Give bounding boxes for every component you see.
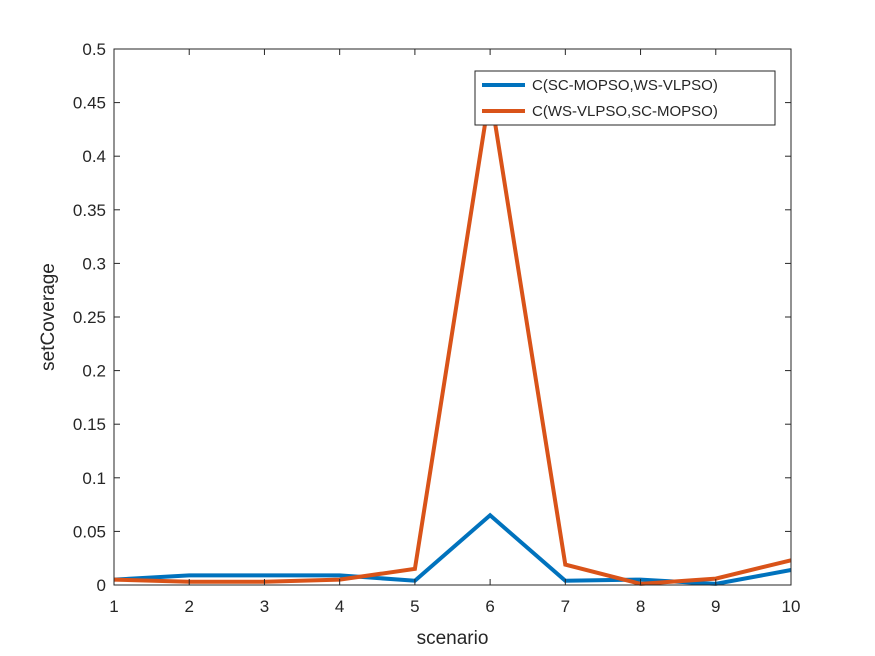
- y-tick-label: 0.35: [73, 201, 106, 220]
- y-tick-label: 0.5: [82, 40, 106, 59]
- x-tick-label: 7: [561, 597, 570, 616]
- x-tick-label: 5: [410, 597, 419, 616]
- tick-layer: 1 2 3 4 5 6 7 8 9 10 0 0.05 0.1 0.15 0.2 0.25 0.3 0.35 0.4…: [73, 40, 801, 616]
- y-tick-label: 0.2: [82, 362, 106, 381]
- x-tick-label: 6: [485, 597, 494, 616]
- y-tick-label: 0: [97, 576, 106, 595]
- x-tick-label: 4: [335, 597, 344, 616]
- y-tick-label: 0.3: [82, 254, 106, 273]
- legend-label-series-1: C(SC-MOPSO,WS-VLPSO): [532, 77, 718, 94]
- x-tick-label: 3: [260, 597, 269, 616]
- y-tick-label: 0.45: [73, 94, 106, 113]
- y-tick-label: 0.4: [82, 147, 106, 166]
- y-tick-label: 0.1: [82, 469, 106, 488]
- y-axis-label: setCoverage: [38, 263, 59, 371]
- legend-box: [474, 70, 776, 126]
- y-tick-label: 0.25: [73, 308, 106, 327]
- y-tick-label: 0.15: [73, 415, 106, 434]
- x-tick-label: 8: [636, 597, 645, 616]
- legend: C(SC-MOPSO,WS-VLPSO) C(WS-VLPSO,SC-MOPSO…: [474, 70, 776, 126]
- series-line-2: [113, 79, 792, 586]
- legend-label-series-2: C(WS-VLPSO,SC-MOPSO): [532, 103, 718, 120]
- plot-background: [114, 49, 791, 585]
- y-tick-label: 0.05: [73, 522, 106, 541]
- x-axis-label: scenario: [417, 628, 489, 649]
- x-tick-label: 1: [109, 597, 118, 616]
- x-tick-label: 10: [782, 597, 801, 616]
- x-tick-label: 2: [184, 597, 193, 616]
- series-layer: [113, 79, 792, 586]
- x-tick-label: 9: [711, 597, 720, 616]
